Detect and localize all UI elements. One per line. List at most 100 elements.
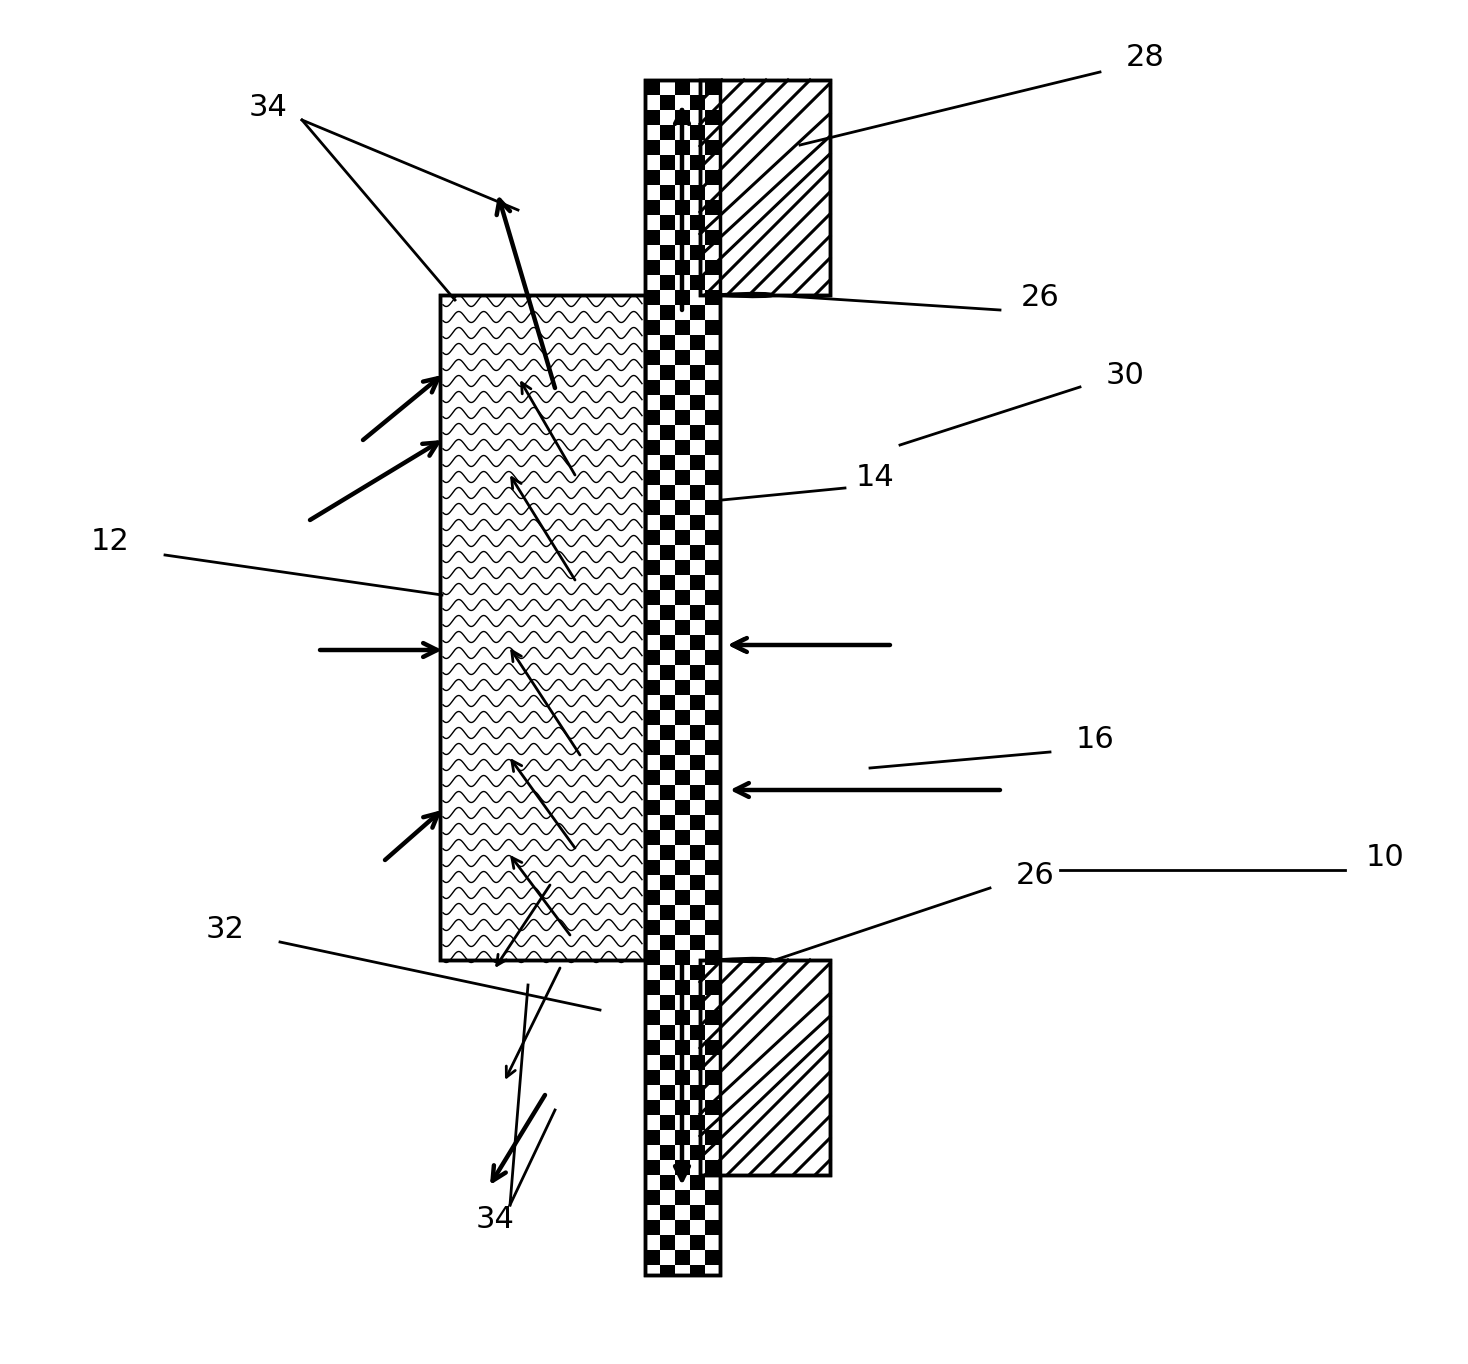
Bar xyxy=(661,904,675,919)
Bar xyxy=(705,651,719,666)
Bar xyxy=(644,80,719,1275)
Bar xyxy=(705,351,719,366)
Bar xyxy=(690,246,705,261)
Bar xyxy=(644,381,661,396)
Bar xyxy=(690,1084,705,1099)
Bar xyxy=(705,411,719,426)
Bar xyxy=(661,786,675,801)
Bar xyxy=(440,295,644,960)
Text: 26: 26 xyxy=(1020,284,1060,312)
Bar xyxy=(661,216,675,231)
Text: 26: 26 xyxy=(1016,861,1054,889)
Bar xyxy=(690,696,705,711)
Bar xyxy=(690,816,705,831)
Bar xyxy=(675,441,690,456)
Bar xyxy=(690,1264,705,1275)
Text: 34: 34 xyxy=(248,94,288,123)
Bar xyxy=(705,1219,719,1234)
Bar xyxy=(690,186,705,201)
Bar xyxy=(661,546,675,561)
Bar xyxy=(705,1249,719,1264)
Bar xyxy=(644,741,661,756)
Bar xyxy=(644,501,661,516)
Bar xyxy=(705,801,719,816)
Bar xyxy=(644,471,661,486)
Bar xyxy=(644,1069,661,1084)
Bar xyxy=(705,561,719,576)
Bar xyxy=(705,261,719,276)
Bar xyxy=(644,711,661,726)
Bar xyxy=(644,889,661,904)
Bar xyxy=(644,801,661,816)
Bar xyxy=(661,1204,675,1219)
Bar xyxy=(675,591,690,606)
Bar xyxy=(675,1189,690,1204)
Bar xyxy=(644,140,661,155)
Bar xyxy=(644,351,661,366)
Bar xyxy=(661,636,675,651)
Bar xyxy=(675,381,690,396)
Bar xyxy=(705,949,719,964)
Bar xyxy=(690,516,705,531)
Text: 30: 30 xyxy=(1105,360,1145,390)
Bar xyxy=(675,1249,690,1264)
Text: 14: 14 xyxy=(856,464,894,492)
Bar xyxy=(705,889,719,904)
Bar xyxy=(705,321,719,336)
Bar xyxy=(661,396,675,411)
Bar xyxy=(675,321,690,336)
Bar xyxy=(675,979,690,994)
Bar xyxy=(705,471,719,486)
Bar xyxy=(644,831,661,846)
Bar xyxy=(690,1234,705,1249)
Bar xyxy=(690,1144,705,1159)
Bar xyxy=(690,666,705,681)
Bar xyxy=(644,1039,661,1054)
Bar xyxy=(705,681,719,696)
Bar xyxy=(690,606,705,621)
Bar xyxy=(644,531,661,546)
Bar xyxy=(661,155,675,170)
Bar xyxy=(644,321,661,336)
Bar xyxy=(705,1189,719,1204)
Bar xyxy=(675,351,690,366)
Bar xyxy=(661,125,675,140)
Bar xyxy=(705,201,719,216)
Bar xyxy=(690,1054,705,1069)
Bar xyxy=(661,726,675,741)
Bar xyxy=(644,441,661,456)
Bar xyxy=(690,636,705,651)
Bar xyxy=(661,666,675,681)
Bar xyxy=(644,621,661,636)
Bar xyxy=(705,831,719,846)
Bar xyxy=(644,979,661,994)
Bar xyxy=(644,291,661,306)
Bar xyxy=(661,994,675,1009)
Bar xyxy=(690,726,705,741)
Bar xyxy=(705,531,719,546)
Bar xyxy=(644,231,661,246)
Bar xyxy=(675,411,690,426)
Bar xyxy=(644,261,661,276)
Bar xyxy=(675,889,690,904)
Bar xyxy=(644,949,661,964)
Bar xyxy=(644,919,661,934)
Bar xyxy=(661,516,675,531)
Bar xyxy=(644,170,661,186)
Bar xyxy=(705,1099,719,1114)
Bar xyxy=(705,1129,719,1144)
Bar xyxy=(675,741,690,756)
Bar xyxy=(644,1249,661,1264)
Bar xyxy=(644,1009,661,1024)
Bar xyxy=(690,576,705,591)
Bar xyxy=(705,1159,719,1174)
Bar xyxy=(644,80,661,95)
Text: 12: 12 xyxy=(91,528,129,557)
Bar xyxy=(690,125,705,140)
Bar xyxy=(661,1174,675,1189)
Bar xyxy=(675,140,690,155)
Bar xyxy=(675,1069,690,1084)
Bar xyxy=(705,110,719,125)
Bar xyxy=(675,1129,690,1144)
Bar xyxy=(690,964,705,979)
